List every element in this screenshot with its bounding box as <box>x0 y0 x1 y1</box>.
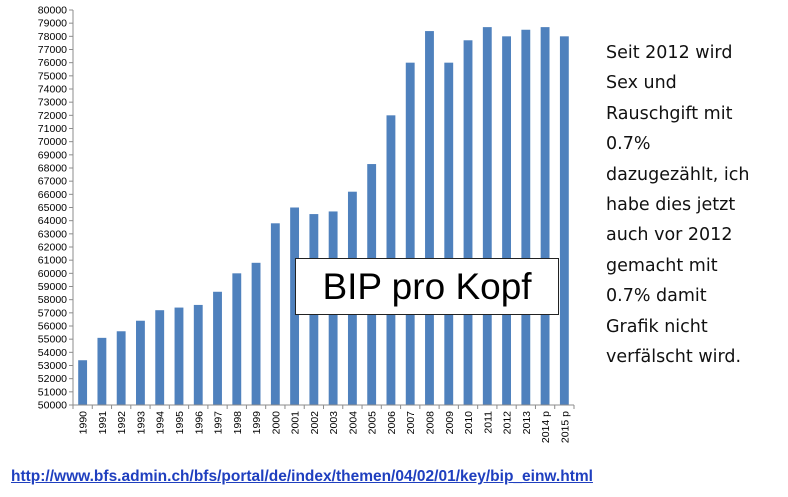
annotation-note: Seit 2012 wird Sex und Rauschgift mit 0.… <box>606 38 786 372</box>
bar <box>155 310 165 405</box>
x-tick-label: 2005 <box>367 411 379 435</box>
bar <box>270 223 280 405</box>
bar <box>425 31 434 405</box>
note-line: habe dies jetzt <box>606 195 736 216</box>
bar <box>78 360 88 405</box>
bar <box>482 27 492 406</box>
bar <box>251 262 261 405</box>
x-tick-label: 2006 <box>386 411 398 435</box>
bar <box>540 27 550 406</box>
y-tick-label: 51000 <box>38 386 67 398</box>
bar <box>213 291 222 405</box>
y-tick-label: 62000 <box>38 242 67 254</box>
x-tick-label: 2004 <box>347 411 359 435</box>
x-tick-label: 1995 <box>174 411 186 435</box>
y-tick-label: 68000 <box>38 163 67 175</box>
y-tick-label: 58000 <box>38 294 67 306</box>
y-tick-label: 55000 <box>38 334 67 346</box>
x-tick-label: 2011 <box>482 411 494 434</box>
y-tick-label: 63000 <box>38 228 67 240</box>
x-tick-label: 2000 <box>270 411 282 435</box>
x-tick-label: 1993 <box>135 411 147 435</box>
y-tick-label: 66000 <box>38 189 67 201</box>
y-tick-label: 67000 <box>38 176 67 188</box>
x-tick-label: 2010 <box>463 411 475 435</box>
bar <box>232 273 242 405</box>
y-tick-label: 54000 <box>38 347 67 359</box>
x-tick-label: 2007 <box>405 411 417 435</box>
y-tick-label: 64000 <box>38 215 67 227</box>
y-tick-label: 72000 <box>38 110 67 122</box>
bar <box>502 36 511 405</box>
x-tick-label: 1992 <box>116 411 128 435</box>
x-tick-label: 2003 <box>328 411 340 435</box>
bar <box>521 29 531 405</box>
y-tick-label: 79000 <box>38 18 67 30</box>
y-tick-label: 80000 <box>38 5 67 17</box>
x-tick-label: 2001 <box>290 411 302 435</box>
x-tick-label: 2009 <box>444 411 456 435</box>
bar <box>290 207 300 405</box>
y-tick-label: 77000 <box>38 44 67 56</box>
bar <box>116 331 126 405</box>
bar <box>405 62 415 406</box>
note-line: auch vor 2012 <box>606 225 733 246</box>
y-tick-label: 50000 <box>38 400 67 412</box>
x-tick-label: 2013 <box>521 411 533 435</box>
x-tick-label: 1996 <box>193 411 205 435</box>
bar <box>559 36 569 405</box>
y-tick-label: 71000 <box>38 123 67 135</box>
x-tick-label: 2008 <box>424 411 436 435</box>
y-tick-label: 60000 <box>38 268 67 280</box>
y-tick-label: 74000 <box>38 84 67 96</box>
x-tick-label: 1991 <box>97 411 109 435</box>
y-tick-label: 56000 <box>38 321 67 333</box>
bar <box>136 320 145 405</box>
bar <box>444 62 454 406</box>
y-tick-label: 76000 <box>38 57 67 69</box>
y-tick-label: 69000 <box>38 149 67 161</box>
y-tick-label: 53000 <box>38 360 67 372</box>
y-tick-label: 57000 <box>38 307 67 319</box>
y-tick-label: 70000 <box>38 136 67 148</box>
note-line: dazugezählt, ich <box>606 164 750 185</box>
note-line: Grafik nicht <box>606 316 708 337</box>
note-line: verfälscht wird. <box>606 347 742 368</box>
source-link[interactable]: http://www.bfs.admin.ch/bfs/portal/de/in… <box>11 468 593 485</box>
x-tick-label: 1998 <box>232 411 244 435</box>
x-tick-label: 2015 p <box>559 411 571 443</box>
note-line: gemacht mit <box>606 255 718 276</box>
x-tick-label: 1999 <box>251 411 263 435</box>
note-line: Seit 2012 wird <box>606 43 733 63</box>
y-tick-label: 75000 <box>38 70 67 82</box>
y-tick-label: 73000 <box>38 97 67 109</box>
y-tick-label: 52000 <box>38 373 67 385</box>
x-tick-label: 1997 <box>213 411 225 435</box>
note-line: Rauschgift mit <box>606 103 733 124</box>
y-tick-label: 61000 <box>38 255 67 267</box>
x-tick-label: 2012 <box>502 411 514 435</box>
y-tick-label: 78000 <box>38 31 67 43</box>
x-tick-label: 2002 <box>309 411 321 435</box>
bar <box>463 40 473 405</box>
note-line: 0.7% <box>606 134 651 155</box>
x-tick-label: 1994 <box>155 411 167 435</box>
bar <box>193 304 203 405</box>
note-line: 0.7% damit <box>606 286 707 307</box>
x-tick-label: 2014 p <box>540 411 552 443</box>
y-tick-label: 59000 <box>38 281 67 293</box>
y-tick-label: 65000 <box>38 202 67 214</box>
bar <box>174 307 184 405</box>
chart-title: BIP pro Kopf <box>295 258 559 315</box>
bar <box>97 337 107 405</box>
note-line: Sex und <box>606 73 677 94</box>
x-tick-label: 1990 <box>78 411 90 435</box>
